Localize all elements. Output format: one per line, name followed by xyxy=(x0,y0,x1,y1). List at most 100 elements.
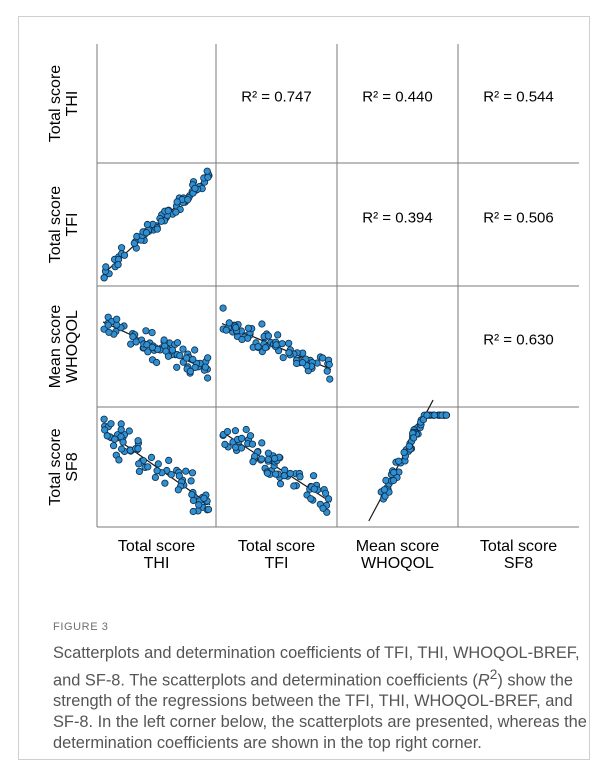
col-label-line: SF8 xyxy=(504,555,533,572)
row-label-line: THI xyxy=(64,91,81,117)
scatter-point xyxy=(188,490,196,499)
scatter-point xyxy=(184,196,192,204)
scatter-point xyxy=(167,470,175,479)
col-label-line: WHOQOL xyxy=(361,555,434,572)
scatter-point xyxy=(280,472,288,480)
scatter-point xyxy=(118,244,126,252)
scatter-point xyxy=(290,482,298,490)
scatter-point xyxy=(258,455,266,463)
scatter-point xyxy=(103,432,111,440)
scatter-point xyxy=(405,442,413,450)
scatter-point xyxy=(186,367,194,375)
scatter-point xyxy=(175,472,183,480)
scatter-point xyxy=(258,439,266,447)
scatter-point xyxy=(183,354,191,362)
col-label-line: Total score xyxy=(118,538,195,555)
r2-value-2-3: R² = 0.630 xyxy=(483,332,553,349)
scatter-point xyxy=(195,501,203,509)
scatter-point xyxy=(153,358,161,367)
scatter-point xyxy=(119,438,127,446)
scatter-point xyxy=(129,333,137,341)
row-label-line: WHOQOL xyxy=(64,310,81,383)
scatter-point xyxy=(160,336,168,344)
scatter-point xyxy=(105,328,113,336)
scatter-point xyxy=(410,434,418,442)
col-label-whoqol: Mean score WHOQOL xyxy=(356,538,440,572)
scatter-point xyxy=(400,448,408,456)
row-label-whoqol: Mean scoreWHOQOL xyxy=(47,305,81,389)
col-label-line: Mean score xyxy=(356,538,440,555)
scatter-point xyxy=(142,327,150,335)
scatter-point xyxy=(249,458,257,466)
scatter-point xyxy=(204,505,213,513)
scatter-point xyxy=(200,494,208,502)
scatter-point xyxy=(292,359,301,368)
col-label-line: THI xyxy=(144,555,170,572)
scatter-point xyxy=(114,261,122,269)
scatter-point xyxy=(271,454,279,462)
scatter-point xyxy=(296,473,304,481)
scatter-point xyxy=(237,444,246,452)
scatter-point xyxy=(219,304,227,312)
scatter-point xyxy=(310,485,318,493)
row-label-thi: Total scoreTHI xyxy=(47,65,81,142)
row-label-line: Total score xyxy=(47,186,64,263)
scatter-point xyxy=(134,437,142,445)
scatter-point xyxy=(298,359,307,367)
scatter-point xyxy=(157,217,165,225)
scatter-point xyxy=(272,470,280,478)
scatter-point xyxy=(100,274,108,282)
scatter-point xyxy=(153,467,161,475)
scatter-point xyxy=(153,225,161,233)
scatter-point xyxy=(132,338,140,346)
scatter-point xyxy=(264,332,272,340)
scatter-point xyxy=(319,504,327,512)
scatter-point xyxy=(232,323,240,332)
scatter-point xyxy=(182,467,190,475)
scatter-point xyxy=(144,348,152,356)
scatter-point xyxy=(319,354,327,362)
scatter-point xyxy=(134,445,142,453)
row-label-line: Mean score xyxy=(47,305,64,389)
scatter-point xyxy=(189,496,197,505)
col-label-line: Total score xyxy=(480,538,557,555)
r2-value-0-3: R² = 0.544 xyxy=(483,89,553,106)
scatter-point xyxy=(246,432,255,440)
scatter-point xyxy=(189,355,197,363)
col-label-sf8: Total score SF8 xyxy=(480,538,557,572)
scatter-point xyxy=(285,339,293,347)
scatter-point xyxy=(154,460,162,468)
col-label-line: Total score xyxy=(238,538,315,555)
scatter-point xyxy=(113,315,121,323)
scatter-point xyxy=(191,346,199,354)
scatter-point xyxy=(151,473,159,481)
caption-part2: ) show the strength of the regressions b… xyxy=(53,671,587,753)
row-label-sf8: Total scoreSF8 xyxy=(47,428,81,505)
scatter-point xyxy=(100,415,108,423)
scatter-point xyxy=(130,239,138,247)
scatter-point xyxy=(264,455,272,463)
row-label-tfi: Total scoreTFI xyxy=(47,186,81,263)
scatter-point xyxy=(135,460,143,468)
caption-part1: The scatterplots and determination coeff… xyxy=(129,671,478,690)
scatter-point xyxy=(232,443,240,451)
scatter-point xyxy=(395,457,403,465)
scatter-point xyxy=(148,328,156,337)
scatter-point xyxy=(135,467,144,475)
scatter-point xyxy=(174,486,182,494)
scatter-point xyxy=(264,449,272,457)
scatter-point xyxy=(307,495,315,503)
scatter-point xyxy=(323,367,331,375)
scatter-point xyxy=(324,495,333,503)
scatter-point xyxy=(148,343,156,351)
row-label-line: Total score xyxy=(47,65,64,142)
figure-caption: Scatterplots and determination coefficie… xyxy=(53,643,598,754)
scatter-point xyxy=(107,420,115,428)
scatter-point xyxy=(144,463,152,471)
scatter-point xyxy=(204,354,212,362)
col-label-line: TFI xyxy=(265,555,289,572)
col-label-tfi: Total score TFI xyxy=(238,538,315,572)
scatter-point xyxy=(179,345,187,353)
scatter-point xyxy=(326,375,334,383)
scatter-point xyxy=(325,360,333,369)
